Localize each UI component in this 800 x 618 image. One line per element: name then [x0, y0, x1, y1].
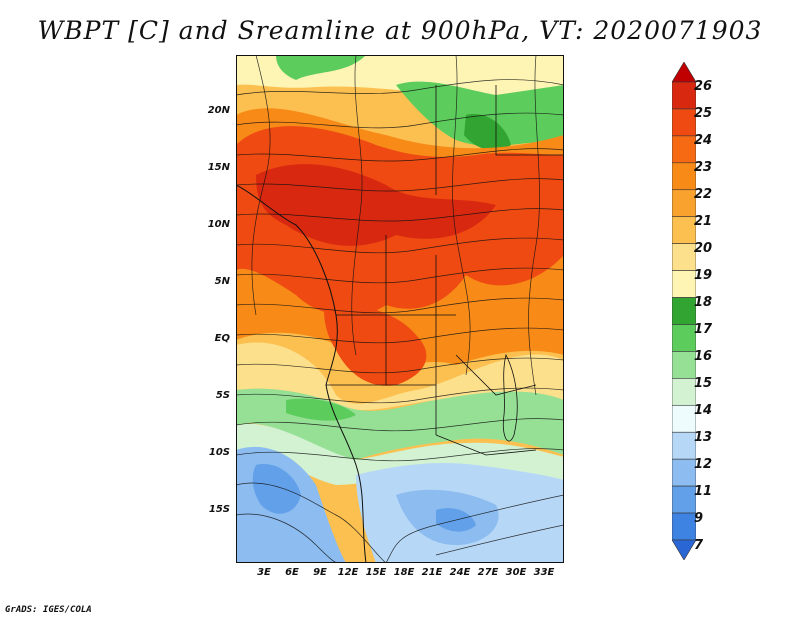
colorbar-segment — [672, 405, 696, 432]
lat-label: 5N — [190, 276, 230, 287]
lon-label: 6E — [277, 567, 307, 578]
colorbar-segment — [672, 298, 696, 325]
colorbar-segment — [672, 163, 696, 190]
colorbar-segment — [672, 136, 696, 163]
colorbar-label: 16 — [694, 349, 712, 364]
grads-credit: GrADS: IGES/COLA — [5, 605, 92, 615]
lat-label: 15S — [190, 504, 230, 515]
colorbar-label: 26 — [694, 79, 712, 94]
wbpt-map — [236, 55, 564, 563]
colorbar-label: 24 — [694, 133, 712, 148]
lat-label: EQ — [190, 333, 230, 344]
colorbar-label: 7 — [694, 538, 703, 553]
lon-label: 24E — [445, 567, 475, 578]
lon-label: 3E — [249, 567, 279, 578]
colorbar-segment — [672, 244, 696, 271]
lon-label: 21E — [417, 567, 447, 578]
lon-label: 9E — [305, 567, 335, 578]
colorbar-label: 13 — [694, 430, 712, 445]
colorbar-label: 25 — [694, 106, 712, 121]
colorbar-segment — [672, 351, 696, 378]
chart-title: WBPT [C] and Sreamline at 900hPa, VT: 20… — [0, 16, 800, 45]
colorbar-label: 15 — [694, 376, 712, 391]
colorbar-label: 19 — [694, 268, 712, 283]
colorbar-segment — [672, 459, 696, 486]
lat-label: 10N — [190, 219, 230, 230]
lon-label: 18E — [389, 567, 419, 578]
colorbar-segment — [672, 486, 696, 513]
colorbar-segment — [672, 82, 696, 109]
colorbar-segment — [672, 109, 696, 136]
colorbar-label: 17 — [694, 322, 712, 337]
lat-label: 15N — [190, 162, 230, 173]
colorbar-label: 9 — [694, 511, 703, 526]
colorbar-segment — [672, 190, 696, 217]
lon-label: 27E — [473, 567, 503, 578]
colorbar-label: 11 — [694, 484, 712, 499]
colorbar-label: 22 — [694, 187, 712, 202]
lon-label: 12E — [333, 567, 363, 578]
colorbar-segment — [672, 540, 696, 560]
colorbar-label: 12 — [694, 457, 712, 472]
colorbar — [672, 62, 696, 560]
colorbar-segment — [672, 217, 696, 244]
lon-label: 33E — [529, 567, 559, 578]
lat-label: 5S — [190, 390, 230, 401]
colorbar-label: 18 — [694, 295, 712, 310]
colorbar-label: 14 — [694, 403, 712, 418]
lon-label: 15E — [361, 567, 391, 578]
colorbar-segment — [672, 271, 696, 298]
colorbar-segment — [672, 324, 696, 351]
lon-label: 30E — [501, 567, 531, 578]
lat-label: 10S — [190, 447, 230, 458]
colorbar-segment — [672, 432, 696, 459]
colorbar-label: 21 — [694, 214, 712, 229]
colorbar-segment — [672, 62, 696, 82]
colorbar-label: 23 — [694, 160, 712, 175]
colorbar-segment — [672, 513, 696, 540]
colorbar-segment — [672, 378, 696, 405]
lat-label: 20N — [190, 105, 230, 116]
colorbar-label: 20 — [694, 241, 712, 256]
